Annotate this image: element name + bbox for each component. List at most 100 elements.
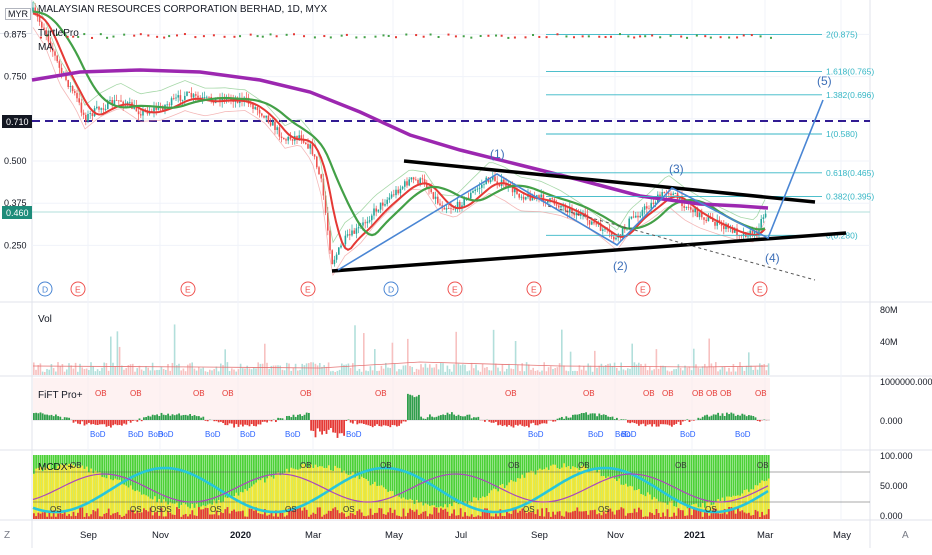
candle-body [109,100,111,101]
volume-bar [471,363,473,375]
fift-bar [123,420,125,424]
signal-dot [538,36,540,38]
mcdx-red [752,515,754,519]
mcdx-yellow [568,466,570,519]
volume-bar [609,364,611,375]
candle-body [521,197,523,198]
volume-bar [154,370,156,375]
volume-bar [196,371,198,375]
mcdx-red [667,509,669,519]
mcdx-red [488,512,490,519]
mcdx-red [222,513,224,519]
fift-bar [88,420,90,423]
fift-bar [612,417,614,420]
mcdx-red [431,514,433,519]
volume-bar [66,369,68,375]
mcdx-yellow [552,465,554,519]
volume-bar [669,372,671,375]
mcdx-red [755,510,757,519]
fift-bar [295,417,297,420]
volume-bar [84,369,86,375]
fift-bar [227,420,229,425]
fift-bar [264,420,266,422]
fift-bar [136,420,138,422]
volume-bar [264,344,266,375]
volume-bar [198,367,200,375]
volume-bar [517,365,519,375]
fift-bar [739,416,741,420]
candle-body [338,247,340,254]
volume-bar [77,372,79,375]
fift-bar [673,420,675,425]
volume-bar [660,366,662,375]
candle-body [283,138,285,139]
fift-bar [484,420,486,422]
candle-body [683,206,685,208]
fift-bar [396,420,398,426]
candle-body [452,209,454,210]
signal-dot [364,36,366,38]
timezone-corner[interactable]: Z [4,530,10,541]
fift-bar [46,415,48,420]
fift-bar [90,420,92,424]
volume-bar [752,370,754,375]
mcdx-red [202,509,204,519]
mcdx-red [345,517,347,519]
mcdx-red [277,517,279,519]
fift-bar [585,412,587,420]
candle-body [633,217,635,218]
volume-bar [735,372,737,375]
auto-scale-corner[interactable]: A [902,530,909,541]
fift-bar [528,420,530,427]
volume-bar [598,366,600,375]
signal-dot [133,35,135,37]
fift-bar [521,420,523,426]
mcdx-ob-label: OB [380,461,392,470]
fift-ob-label: OB [692,389,704,398]
mcdx-red [46,517,48,519]
candle-body [763,217,765,219]
fift-bar [365,420,367,425]
volume-bar [570,352,572,375]
volume-bar [33,362,35,375]
mcdx-red [574,511,576,519]
candle-body [305,143,307,144]
volume-bar [62,364,64,375]
fib-level-label: 2.382(0.990) [826,0,874,1]
mcdx-red [684,516,686,519]
mcdx-red [403,509,405,519]
fift-bar [631,420,633,422]
volume-bar [255,368,257,375]
mcdx-red [249,509,251,519]
mcdx-red [218,515,220,519]
candle-body [411,177,413,179]
signal-dot [123,34,125,36]
fift-bar [233,420,235,428]
fift-bar [642,420,644,424]
volume-bar [491,371,493,375]
candle-body [479,188,481,189]
volume-bar [691,370,693,375]
indicator-turtlepro[interactable]: TurtlePro [38,28,79,39]
time-axis-label: Sep [531,530,548,541]
mcdx-red [471,514,473,519]
candle-body [173,98,175,99]
candle-body [402,187,404,189]
volume-bar [374,349,376,375]
candle-body [103,108,105,109]
volume-bar [433,367,435,375]
mcdx-red [638,508,640,519]
fift-bar [169,416,171,420]
mcdx-yellow [645,496,647,519]
fift-bar [693,420,695,421]
candle-body [96,107,98,108]
volume-bar [308,363,310,375]
volume-bar [306,363,308,375]
fift-bar [312,420,314,431]
mcdx-red [647,517,649,519]
mcdx-os-label: OS [130,505,142,514]
candle-body [309,144,311,148]
indicator-ma[interactable]: MA [38,42,53,53]
